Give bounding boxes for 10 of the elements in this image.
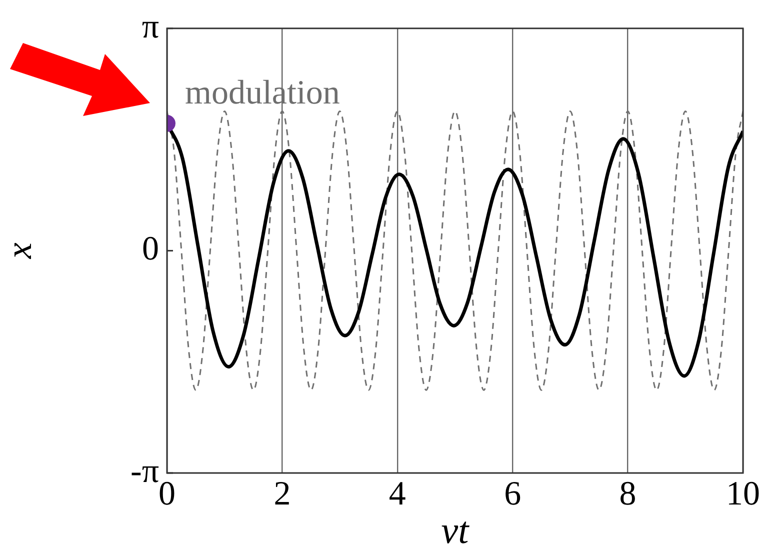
y-tick-label: π [142, 8, 159, 46]
y-axis-title: x [0, 242, 40, 260]
x-tick-label: 6 [504, 475, 522, 512]
x-tick-label: 4 [388, 475, 406, 512]
y-tick-label: -π [130, 452, 159, 490]
y-tick-label: 0 [142, 230, 159, 268]
x-tick-label: 8 [619, 475, 636, 512]
x-axis-title: νt [441, 510, 470, 552]
x-tick-label: 10 [726, 475, 760, 512]
x-tick-label: 2 [274, 475, 291, 512]
